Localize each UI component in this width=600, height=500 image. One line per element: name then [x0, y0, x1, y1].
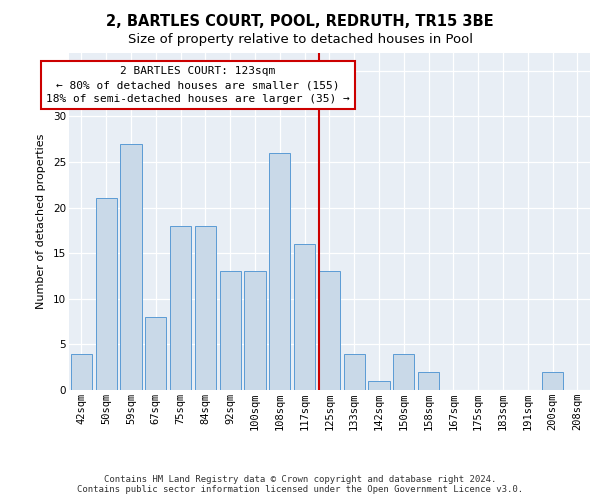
Bar: [95, 198, 117, 390]
Text: Size of property relative to detached houses in Pool: Size of property relative to detached ho…: [128, 34, 473, 46]
Bar: [368, 381, 389, 390]
Bar: [418, 372, 439, 390]
Y-axis label: Number of detached properties: Number of detached properties: [36, 134, 46, 309]
Bar: [319, 272, 340, 390]
Bar: [220, 272, 241, 390]
Bar: [121, 144, 142, 390]
Bar: [393, 354, 415, 390]
Bar: [145, 317, 166, 390]
Text: Contains HM Land Registry data © Crown copyright and database right 2024.
Contai: Contains HM Land Registry data © Crown c…: [77, 474, 523, 494]
Bar: [71, 354, 92, 390]
Bar: [195, 226, 216, 390]
Bar: [170, 226, 191, 390]
Bar: [244, 272, 266, 390]
Bar: [269, 153, 290, 390]
Bar: [542, 372, 563, 390]
Bar: [344, 354, 365, 390]
Text: 2, BARTLES COURT, POOL, REDRUTH, TR15 3BE: 2, BARTLES COURT, POOL, REDRUTH, TR15 3B…: [106, 14, 494, 29]
Text: 2 BARTLES COURT: 123sqm
← 80% of detached houses are smaller (155)
18% of semi-d: 2 BARTLES COURT: 123sqm ← 80% of detache…: [46, 66, 350, 104]
Bar: [294, 244, 315, 390]
